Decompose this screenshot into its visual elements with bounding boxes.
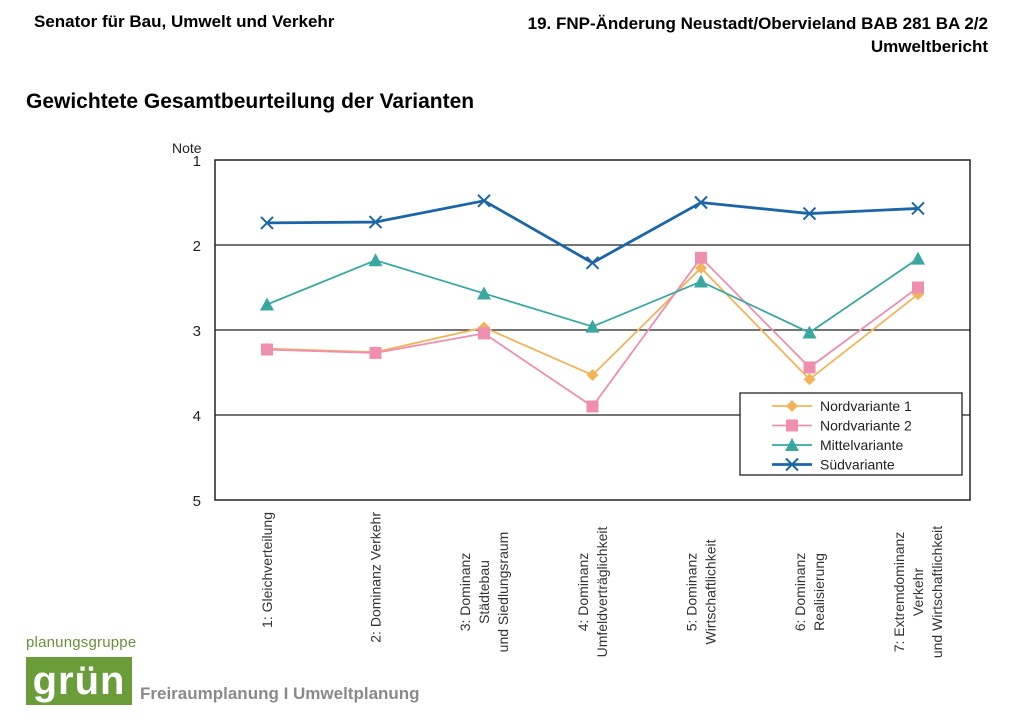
legend-marker [785, 457, 799, 472]
x-tick-label-line: und Siedlungsraum [495, 532, 511, 653]
legend-label: Südvariante [820, 457, 895, 473]
logo-main: grün [26, 657, 132, 705]
data-point [694, 195, 708, 210]
legend-label: Nordvariante 1 [820, 398, 912, 414]
x-tick-label-line: Realisierung [811, 553, 827, 631]
data-point [368, 253, 383, 267]
header-left: Senator für Bau, Umwelt und Verkehr [34, 12, 335, 31]
x-tick-label-line: Wirtschaftlichkeit [703, 539, 719, 644]
header-right: 19. FNP-Änderung Neustadt/Obervieland BA… [528, 12, 988, 58]
data-point [477, 286, 491, 300]
y-tick-label: 4 [193, 408, 201, 425]
data-point [695, 251, 707, 264]
legend-label: Nordvariante 2 [820, 418, 912, 434]
data-point [369, 346, 382, 359]
data-point [911, 251, 925, 265]
logo-subtitle: Freiraumplanung I Umweltplanung [140, 684, 420, 703]
x-tick-label-line: 6: Dominanz [792, 553, 808, 632]
line-chart: 1 2 3 4 5 Note 1: Gleichverteilung 2: Dominanz … [172, 140, 971, 658]
data-point [368, 215, 383, 229]
x-tick-label-line: 2: Dominanz Verkehr [368, 512, 384, 643]
data-point [478, 327, 490, 340]
data-point [912, 281, 924, 294]
y-tick-label: 5 [193, 493, 201, 510]
x-tick-label: 1: Gleichverteilung [259, 512, 275, 628]
legend-marker [786, 419, 798, 432]
y-tick-label: 1 [193, 153, 201, 170]
x-tick-label-line: Verkehr [910, 568, 926, 617]
data-point [260, 297, 274, 311]
header-right-line2: Umweltbericht [870, 37, 988, 56]
x-tick-label-line: und Wirtschaftlichkeit [929, 526, 945, 658]
data-point [803, 361, 816, 374]
data-point [912, 288, 924, 301]
legend-label: Mittelvariante [820, 437, 903, 453]
x-tick-label: 5: Dominanz Wirtschaftlichkeit [684, 539, 719, 644]
data-point [694, 274, 708, 288]
page-title: Gewichtete Gesamtbeurteilung der Variant… [26, 90, 475, 113]
x-tick-label: 3: Dominanz Städtebau und Siedlungsraum [457, 532, 511, 653]
x-tick-label: 2: Dominanz Verkehr [368, 512, 384, 643]
data-point [586, 369, 599, 382]
x-tick-label-line: 7: Extremdominanz [891, 532, 907, 653]
header-right-line1: 19. FNP-Änderung Neustadt/Obervieland BA… [527, 14, 988, 33]
y-axis-label: Note [172, 140, 202, 156]
data-point [695, 261, 707, 274]
x-tick-label-line: Städtebau [476, 560, 492, 624]
legend-marker [785, 438, 799, 451]
data-point [802, 206, 817, 221]
y-tick-label: 2 [193, 238, 201, 255]
data-point [586, 400, 599, 413]
data-point [260, 216, 274, 230]
logo-top-text: planungsgruppe [26, 634, 137, 651]
data-point [911, 201, 925, 216]
data-point [802, 325, 817, 339]
x-tick-label-line: Umfeldverträglichkeit [594, 527, 610, 658]
data-point [585, 319, 600, 333]
x-tick-label-line: 4: Dominanz [575, 553, 591, 632]
x-tick-label: 7: Extremdominanz Verkehr und Wirtschaftli… [891, 526, 945, 658]
data-point [477, 194, 491, 208]
y-tick-label: 3 [193, 323, 201, 340]
data-point [803, 373, 816, 386]
x-tick-label-line: 3: Dominanz [457, 553, 473, 632]
x-tick-label-line: 5: Dominanz [684, 553, 700, 632]
x-tick-label-line: 1: Gleichverteilung [259, 512, 275, 628]
legend-marker [786, 400, 798, 412]
x-tick-label: 6: Dominanz Realisierung [792, 553, 827, 632]
data-point [585, 256, 600, 270]
data-point [261, 343, 273, 356]
x-tick-label: 4: Dominanz Umfeldverträglichkeit [575, 527, 610, 658]
